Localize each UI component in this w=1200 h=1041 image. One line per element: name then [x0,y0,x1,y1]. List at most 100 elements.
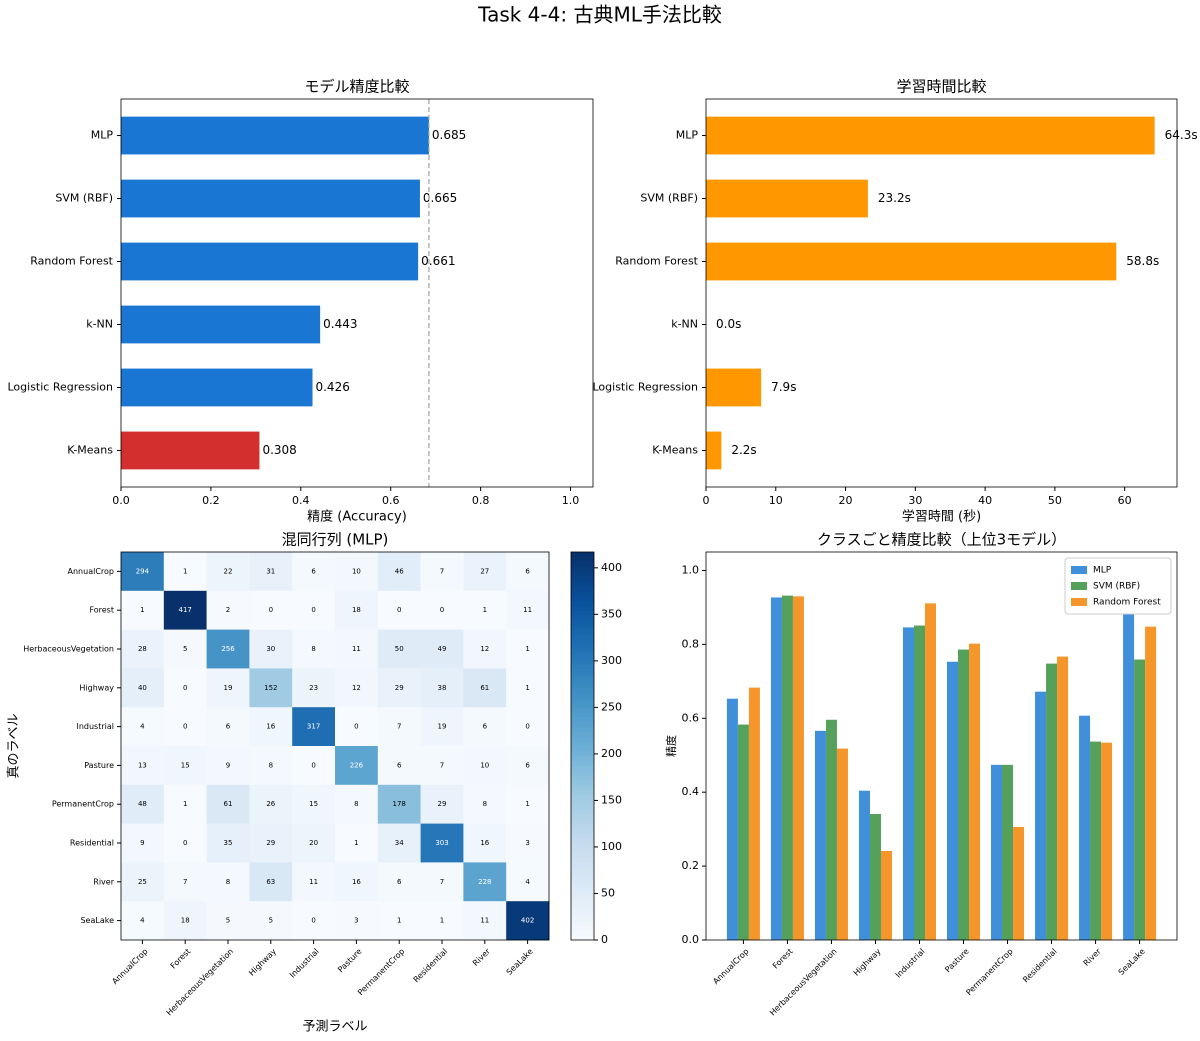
cell-label: 11 [309,878,318,886]
colorbar-segment [571,920,594,926]
heatmap-cell [420,552,464,592]
colorbar-segment [571,779,594,786]
cell-label: 23 [309,684,318,692]
cell-label: 31 [266,567,275,575]
colorbar-segment [571,673,594,679]
cell-label: 9 [226,761,230,769]
cell-label: 8 [269,761,273,769]
cell-label: 0 [269,606,273,614]
bar [991,764,1003,940]
colorbar-segment [571,755,594,762]
colorbar-segment [571,833,594,839]
bar [869,813,881,940]
x-tick-label: SeaLake [1117,947,1147,977]
heatmap-cell [335,746,379,786]
colorbar-segment [571,852,594,859]
y-tick-label: Random Forest [30,255,113,268]
heatmap-cell [206,707,250,747]
colorbar-segment [571,784,594,791]
colorbar-segment [571,653,594,660]
cell-label: 7 [440,567,444,575]
colorbar-segment [571,731,594,737]
colorbar-segment [571,629,594,635]
heatmap-cell [292,629,336,669]
colorbar-segment [571,765,594,771]
colorbar-segment [571,789,594,795]
x-tick-label: 20 [839,494,853,507]
heatmap-cell [377,784,421,824]
cell-label: 7 [440,761,444,769]
heatmap-cell [249,552,293,592]
cell-label: 0 [525,723,529,731]
bar [1123,610,1135,940]
colorbar-segment [571,746,594,752]
colorbar-tick-label: 0 [601,933,608,946]
value-label: 0.661 [421,254,455,268]
heatmap-cell [335,901,379,941]
heatmap-cell [206,862,250,902]
colorbar-segment [571,610,594,616]
bar [1002,764,1014,940]
cell-label: 178 [393,800,406,808]
y-tick-label: MLP [91,129,114,142]
heatmap-cell [292,901,336,941]
cell-label: 0 [354,723,358,731]
heatmap-cell [377,901,421,941]
bar [121,242,419,281]
cell-label: 0 [440,606,444,614]
cell-label: 0 [311,606,315,614]
heatmap-cell [377,629,421,669]
heatmap-cell [463,552,507,592]
colorbar-segment [571,804,594,810]
heatmap-cell [506,784,550,824]
heatmap-cell [206,590,250,630]
heatmap-cell [249,668,293,708]
bar [121,179,420,218]
heatmap-cell [249,629,293,669]
x-tick-label: 10 [769,494,783,507]
y-tick-label: 0.6 [682,711,700,724]
y-tick-label: MLP [676,129,699,142]
heatmap-cell [292,746,336,786]
heatmap-cell [335,823,379,863]
colorbar-segment [571,896,594,902]
cell-label: 5 [183,645,187,653]
heatmap-cell [463,590,507,630]
y-tick-label: PermanentCrop [52,800,114,809]
heatmap-cell [249,901,293,941]
colorbar-segment [571,823,594,829]
heatmap-cell [506,862,550,902]
value-label: 64.3s [1165,128,1198,142]
heatmap-cell [292,552,336,592]
bar [880,850,892,940]
cell-label: 3 [354,917,358,925]
bar [825,719,837,940]
heatmap-cell [335,590,379,630]
colorbar-segment [571,552,594,558]
colorbar-segment [571,692,594,698]
y-tick-label: Highway [79,683,114,692]
cell-label: 1 [183,800,187,808]
x-tick-label: AnnualCrop [711,947,750,986]
cell-label: 40 [138,684,147,692]
cell-label: 1 [440,917,444,925]
x-tick-label: 0.4 [292,494,310,507]
heatmap-cell [463,901,507,941]
cell-label: 63 [266,878,275,886]
x-tick-label: Residential [1021,947,1059,985]
heatmap-cell [506,823,550,863]
colorbar-segment [571,901,594,907]
cell-label: 6 [525,761,530,769]
chart-title: クラスごと精度比較（上位3モデル） [817,531,1066,549]
heatmap-cell [292,707,336,747]
cell-label: 7 [183,878,187,886]
cell-label: 29 [266,839,275,847]
x-axis-label: 予測ラベル [302,1020,367,1035]
colorbar-segment [571,867,594,873]
x-tick-label: 0.6 [382,494,400,507]
heatmap-cell [377,552,421,592]
heatmap-cell [377,746,421,786]
cell-label: 8 [226,878,230,886]
cell-label: 34 [395,839,404,847]
